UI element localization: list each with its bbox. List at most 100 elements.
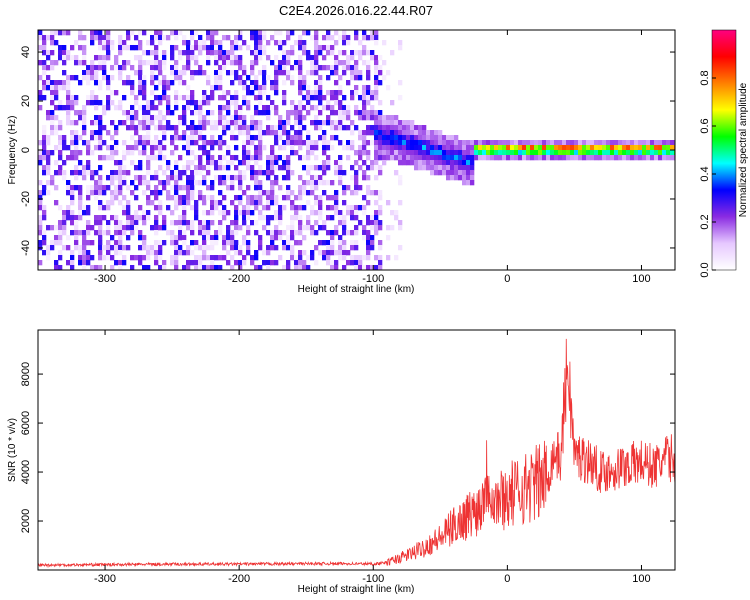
heatmap-cell (346, 115, 351, 121)
heatmap-cell (134, 115, 139, 121)
heatmap-cell (138, 65, 143, 71)
heatmap-cell (670, 140, 675, 146)
heatmap-cell (62, 80, 67, 86)
heatmap-cell (290, 230, 295, 236)
heatmap-cell (42, 35, 47, 41)
heatmap-cell (98, 145, 103, 151)
heatmap-cell (118, 220, 123, 226)
heatmap-cell (106, 95, 111, 101)
heatmap-cell (74, 130, 79, 136)
heatmap-cell (178, 115, 183, 121)
heatmap-cell (442, 150, 447, 156)
heatmap-cell (646, 155, 651, 161)
heatmap-cell (62, 220, 67, 226)
heatmap-cell (38, 30, 43, 36)
heatmap-cell (258, 165, 263, 171)
heatmap-cell (230, 130, 235, 136)
heatmap-cell (510, 155, 515, 161)
heatmap-cell (138, 40, 143, 46)
heatmap-cell (370, 165, 375, 171)
heatmap-cell (46, 115, 51, 121)
heatmap-cell (258, 110, 263, 116)
heatmap-cell (246, 125, 251, 131)
snr-series-line (38, 338, 675, 568)
heatmap-cell (358, 95, 363, 101)
heatmap-cell (122, 40, 127, 46)
heatmap-cell (622, 150, 627, 156)
heatmap-cell (154, 255, 159, 261)
heatmap-cell (170, 80, 175, 86)
heatmap-cell (70, 105, 75, 111)
heatmap-cell (202, 140, 207, 146)
heatmap-cell (186, 250, 191, 256)
heatmap-cell (78, 195, 83, 201)
heatmap-cell (210, 260, 215, 266)
heatmap-cell (298, 260, 303, 266)
heatmap-cell (470, 145, 475, 151)
heatmap-cell (258, 45, 263, 51)
heatmap-cell (318, 100, 323, 106)
heatmap-cell (146, 140, 151, 146)
heatmap-cell (138, 165, 143, 171)
heatmap-cell (150, 40, 155, 46)
heatmap-cell (314, 60, 319, 66)
heatmap-cell (302, 235, 307, 241)
heatmap-cell (130, 145, 135, 151)
heatmap-cell (362, 115, 367, 121)
heatmap-cell (138, 75, 143, 81)
heatmap-cell (366, 165, 371, 171)
heatmap-cell (238, 175, 243, 181)
y-tick-label: 2000 (20, 509, 32, 533)
heatmap-cell (110, 90, 115, 96)
heatmap-cell (226, 125, 231, 131)
heatmap-cell (178, 170, 183, 176)
heatmap-cell (614, 150, 619, 156)
heatmap-cell (134, 125, 139, 131)
heatmap-cell (50, 35, 55, 41)
heatmap-x-label: Height of straight line (km) (298, 284, 415, 295)
heatmap-cell (630, 150, 635, 156)
heatmap-cell (590, 150, 595, 156)
heatmap-cell (174, 35, 179, 41)
heatmap-cell (202, 265, 207, 270)
heatmap-cell (170, 170, 175, 176)
heatmap-cell (354, 125, 359, 131)
heatmap-cell (82, 245, 87, 251)
heatmap-cell (214, 85, 219, 91)
heatmap-cell (54, 90, 59, 96)
heatmap-cell (114, 195, 119, 201)
heatmap-cell (338, 140, 343, 146)
heatmap-cell (458, 150, 463, 156)
heatmap-cell (334, 65, 339, 71)
heatmap-cell (386, 70, 391, 76)
heatmap-cell (90, 255, 95, 261)
heatmap-cell (366, 50, 371, 56)
heatmap-cell (394, 120, 399, 126)
heatmap-cell (382, 145, 387, 151)
heatmap-cell (54, 145, 59, 151)
heatmap-cell (86, 205, 91, 211)
heatmap-cell (258, 90, 263, 96)
heatmap-cell (590, 140, 595, 146)
heatmap-cell (82, 240, 87, 246)
heatmap-cell (306, 170, 311, 176)
heatmap-cell (78, 135, 83, 141)
heatmap-cell (206, 150, 211, 156)
heatmap-cell (282, 160, 287, 166)
heatmap-cell (38, 180, 43, 186)
heatmap-cell (170, 185, 175, 191)
heatmap-cell (374, 125, 379, 131)
heatmap-cell (54, 160, 59, 166)
heatmap-cell (106, 100, 111, 106)
heatmap-cell (338, 220, 343, 226)
heatmap-cell (290, 65, 295, 71)
heatmap-cell (250, 35, 255, 41)
heatmap-cell (202, 125, 207, 131)
heatmap-cell (230, 45, 235, 51)
heatmap-cell (66, 80, 71, 86)
heatmap-cell (150, 80, 155, 86)
heatmap-cell (342, 190, 347, 196)
heatmap-cell (530, 155, 535, 161)
heatmap-cell (226, 260, 231, 266)
